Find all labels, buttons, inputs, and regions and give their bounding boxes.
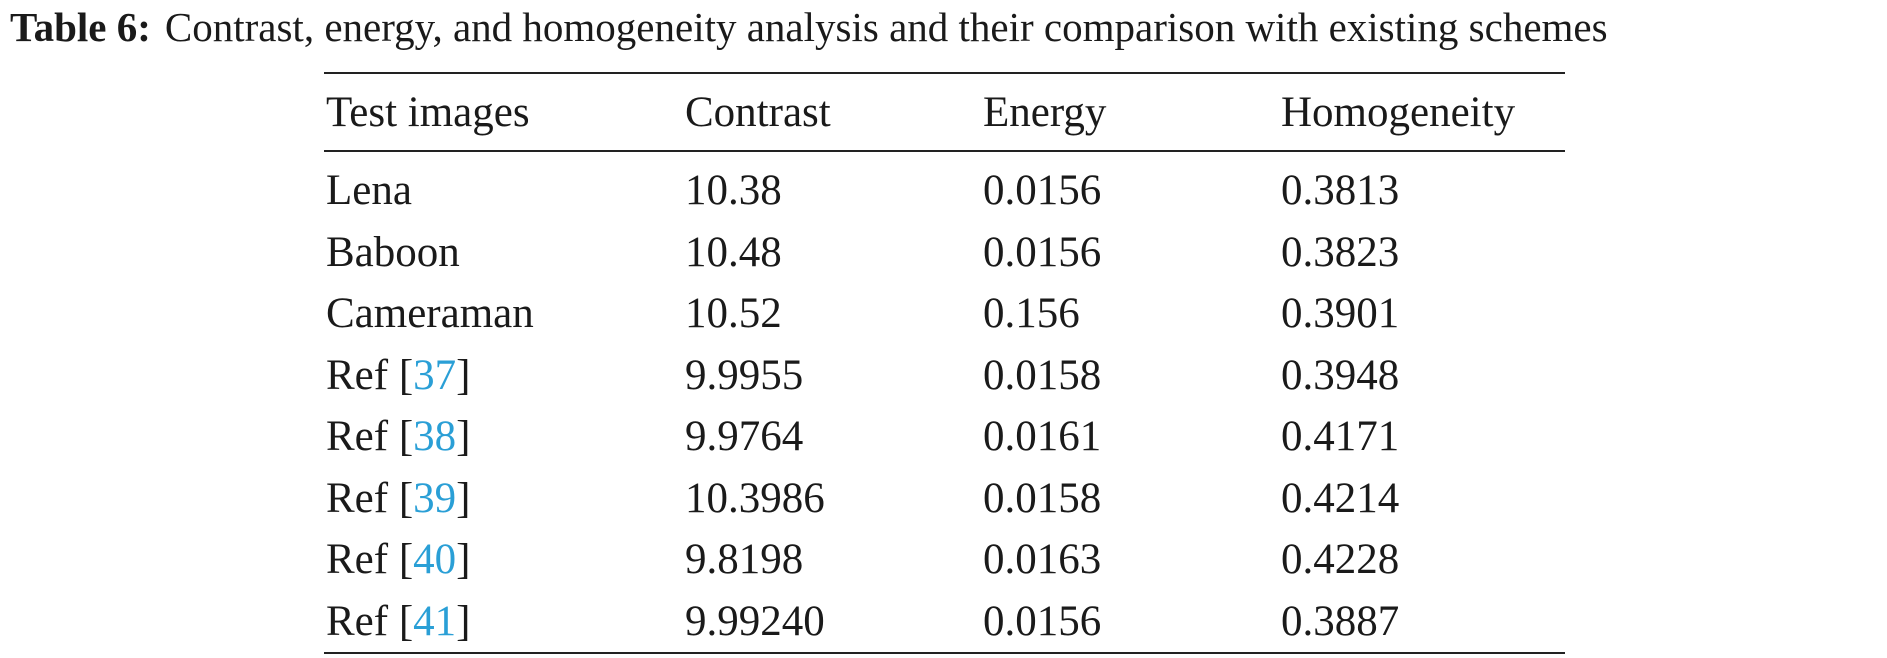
cell-test-image: Cameraman [326,290,534,338]
cell-homogeneity: 0.4214 [1281,474,1400,522]
table-caption-label: Table 6: [10,4,151,50]
table-caption-text: Contrast, energy, and homogeneity analys… [164,4,1608,50]
citation-link[interactable]: 39 [413,474,457,522]
citation-link[interactable]: 40 [413,536,457,584]
table-container: Test images Contrast Energy Homogeneity … [324,72,1565,654]
table-row: Ref [37] 9.9955 0.0158 0.3948 [324,345,1565,407]
cell-homogeneity: 0.3887 [1281,597,1400,645]
header-contrast: Contrast [685,88,831,136]
citation-link[interactable]: 41 [413,597,457,645]
cell-energy: 0.0158 [983,351,1102,399]
cell-contrast: 9.9955 [685,351,804,399]
cell-test-image: Baboon [326,228,460,276]
ref-suffix: ] [456,474,471,522]
ref-prefix: Ref [ [326,351,414,399]
cell-contrast: 9.9764 [685,413,804,461]
ref-prefix: Ref [ [326,413,414,461]
ref-prefix: Ref [ [326,536,414,584]
cell-reference: Ref [41] [324,591,683,654]
table-caption: Table 6: Contrast, energy, and homogeneit… [10,2,1880,52]
header-test-images: Test images [326,88,530,136]
cell-homogeneity: 0.3813 [1281,167,1400,215]
cell-contrast: 9.99240 [685,597,825,645]
table-row: Ref [38] 9.9764 0.0161 0.4171 [324,406,1565,468]
ref-suffix: ] [456,413,471,461]
ref-prefix: Ref [ [326,597,414,645]
cell-reference: Ref [39] [324,468,683,530]
cell-contrast: 10.52 [685,290,782,338]
ref-suffix: ] [456,536,471,584]
header-energy: Energy [983,88,1107,136]
citation-link[interactable]: 37 [413,351,457,399]
cell-energy: 0.0156 [983,228,1102,276]
table-row: Ref [39] 10.3986 0.0158 0.4214 [324,468,1565,530]
cell-energy: 0.0156 [983,167,1102,215]
table-row: Baboon 10.48 0.0156 0.3823 [324,222,1565,284]
cell-homogeneity: 0.4228 [1281,536,1400,584]
header-homogeneity: Homogeneity [1281,88,1516,136]
cell-contrast: 10.3986 [685,474,825,522]
cell-energy: 0.0156 [983,597,1102,645]
table-row: Lena 10.38 0.0156 0.3813 [324,151,1565,222]
ref-suffix: ] [456,597,471,645]
cell-energy: 0.0158 [983,474,1102,522]
cell-homogeneity: 0.3901 [1281,290,1400,338]
citation-link[interactable]: 38 [413,413,457,461]
cell-contrast: 10.38 [685,167,782,215]
table-row: Cameraman 10.52 0.156 0.3901 [324,283,1565,345]
cell-reference: Ref [37] [324,345,683,407]
cell-contrast: 9.8198 [685,536,804,584]
results-table: Test images Contrast Energy Homogeneity … [324,72,1565,654]
cell-homogeneity: 0.3823 [1281,228,1400,276]
cell-test-image: Lena [326,167,412,215]
ref-prefix: Ref [ [326,474,414,522]
table-row: Ref [40] 9.8198 0.0163 0.4228 [324,529,1565,591]
cell-energy: 0.156 [983,290,1080,338]
cell-reference: Ref [38] [324,406,683,468]
cell-reference: Ref [40] [324,529,683,591]
cell-homogeneity: 0.3948 [1281,351,1400,399]
cell-homogeneity: 0.4171 [1281,413,1400,461]
cell-contrast: 10.48 [685,228,782,276]
ref-suffix: ] [456,351,471,399]
cell-energy: 0.0163 [983,536,1102,584]
table-row: Ref [41] 9.99240 0.0156 0.3887 [324,591,1565,654]
table-header-row: Test images Contrast Energy Homogeneity [324,73,1565,151]
cell-energy: 0.0161 [983,413,1102,461]
